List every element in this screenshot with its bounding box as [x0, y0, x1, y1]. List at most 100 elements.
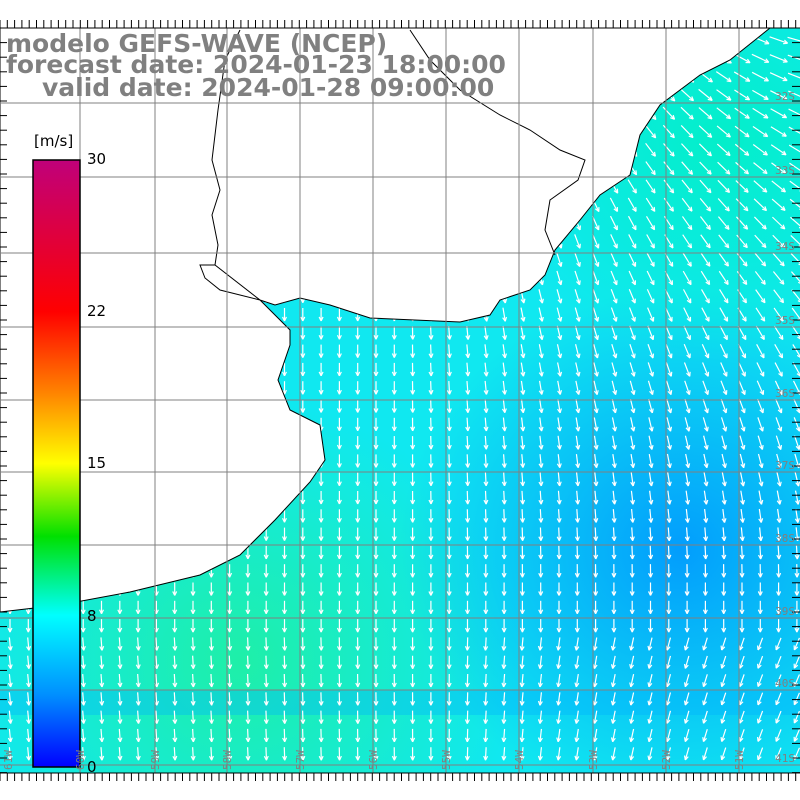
wind-arrow	[538, 380, 544, 395]
wind-arrow	[734, 107, 750, 119]
wind-arrow	[787, 36, 800, 42]
wind-arrow	[282, 564, 287, 578]
wind-arrow	[735, 216, 749, 230]
wind-arrow	[628, 307, 636, 322]
wind-arrow	[519, 619, 525, 633]
wind-arrow	[664, 289, 673, 304]
wind-arrow	[630, 453, 636, 469]
latitude-label: 40S	[775, 677, 795, 690]
wind-arrow	[774, 362, 783, 377]
wind-arrow	[373, 362, 379, 377]
valid-date: valid date: 2024-01-28 09:00:00	[42, 73, 495, 102]
wind-arrow	[428, 600, 434, 615]
wind-arrow	[738, 380, 746, 396]
wind-arrow	[483, 582, 489, 596]
wind-arrow	[556, 692, 562, 706]
wind-arrow	[537, 673, 543, 688]
wind-arrow	[391, 728, 397, 743]
wind-arrow	[263, 747, 269, 761]
wind-arrow	[391, 326, 397, 340]
wind-arrow	[627, 179, 637, 194]
wind-arrow	[483, 637, 489, 651]
wind-arrow	[575, 380, 581, 395]
wind-arrow	[428, 545, 434, 560]
wind-arrow	[611, 398, 618, 414]
wind-arrow	[410, 655, 416, 669]
wind-arrow	[410, 710, 416, 724]
wind-arrow	[465, 380, 471, 395]
wind-arrow	[7, 655, 13, 669]
wind-arrow	[245, 692, 251, 706]
wind-arrow	[610, 234, 618, 249]
wind-arrow	[684, 582, 690, 596]
wind-arrow	[300, 527, 306, 541]
longitude-label: 54W	[513, 750, 526, 770]
wind-arrow	[263, 600, 269, 615]
wind-arrow	[556, 509, 562, 523]
wind-arrow	[318, 747, 324, 761]
wind-arrow	[501, 637, 507, 651]
wind-arrow	[336, 454, 342, 468]
wind-arrow	[611, 527, 617, 542]
wind-arrow	[770, 90, 788, 100]
wind-arrow	[318, 582, 324, 596]
wind-arrow	[391, 710, 397, 724]
wind-arrow	[501, 564, 507, 578]
wind-arrow	[574, 600, 580, 615]
wind-arrow	[794, 582, 800, 596]
wind-arrow	[172, 728, 178, 743]
wind-arrow	[519, 710, 525, 724]
wind-arrow	[519, 564, 525, 578]
wind-arrow	[611, 600, 617, 615]
wind-arrow	[556, 435, 562, 450]
wind-arrow	[520, 490, 526, 505]
longitude-label: 55W	[440, 750, 453, 770]
wind-arrow	[483, 472, 489, 487]
wind-arrow	[574, 673, 580, 688]
wind-arrow	[428, 619, 434, 633]
wind-arrow	[574, 527, 580, 542]
wind-arrow	[483, 619, 489, 633]
wind-arrow	[336, 509, 342, 523]
wind-arrow	[787, 72, 800, 79]
wind-arrow	[716, 107, 732, 120]
wind-arrow	[702, 692, 708, 706]
wind-arrow	[428, 582, 434, 596]
wind-arrow	[80, 710, 86, 724]
wind-arrow	[773, 307, 784, 322]
wind-arrow	[282, 582, 287, 596]
wind-arrow	[483, 344, 489, 359]
wind-arrow	[263, 619, 269, 633]
wind-arrow	[355, 728, 361, 743]
wind-arrow	[117, 637, 123, 651]
wind-arrow	[7, 637, 13, 651]
wind-arrow	[645, 161, 656, 176]
wind-arrow	[501, 673, 507, 688]
wind-arrow	[648, 435, 654, 450]
wind-arrow	[666, 472, 672, 487]
wind-arrow	[190, 747, 196, 761]
wind-arrow	[681, 216, 693, 231]
wind-arrow	[519, 545, 525, 560]
wind-arrow	[755, 325, 765, 341]
wind-arrow	[300, 491, 306, 505]
wind-arrow	[793, 655, 800, 669]
latitude-label: 36S	[775, 387, 795, 400]
wind-arrow	[629, 343, 636, 359]
wind-arrow	[117, 728, 123, 743]
wind-arrow	[645, 142, 656, 157]
wind-arrow	[775, 729, 782, 742]
wind-arrow	[282, 747, 288, 761]
wind-arrow	[646, 252, 655, 267]
wind-arrow	[698, 143, 712, 157]
wind-arrow	[464, 655, 470, 669]
wind-arrow	[519, 600, 525, 615]
wind-arrow	[446, 435, 452, 450]
wind-arrow	[282, 381, 287, 395]
wind-arrow	[446, 381, 452, 395]
wind-arrow	[263, 655, 269, 669]
wind-arrow	[245, 582, 251, 596]
wind-arrow	[263, 582, 269, 596]
wind-arrow	[300, 747, 306, 761]
